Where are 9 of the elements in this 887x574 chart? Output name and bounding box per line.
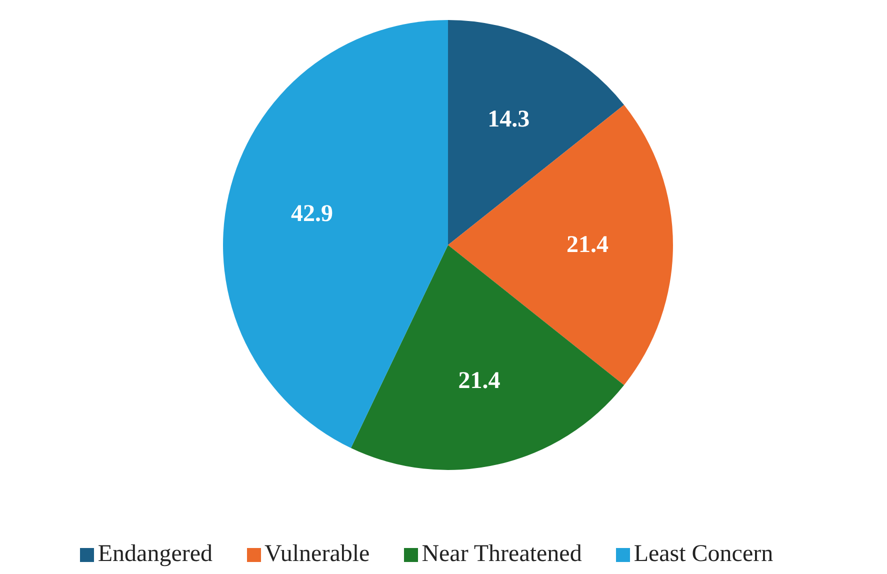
data-label: 42.9 [290,201,333,228]
data-label: 21.4 [566,232,608,258]
data-label: 14.3 [488,106,530,132]
legend-label: Vulnerable [264,541,370,567]
legend-label: Least Concern [634,541,774,567]
pie-slice [223,20,448,448]
data-label: 21.4 [458,368,500,394]
legend-label: Near Threatened [422,541,582,567]
legend-label: Endangered [98,541,212,567]
